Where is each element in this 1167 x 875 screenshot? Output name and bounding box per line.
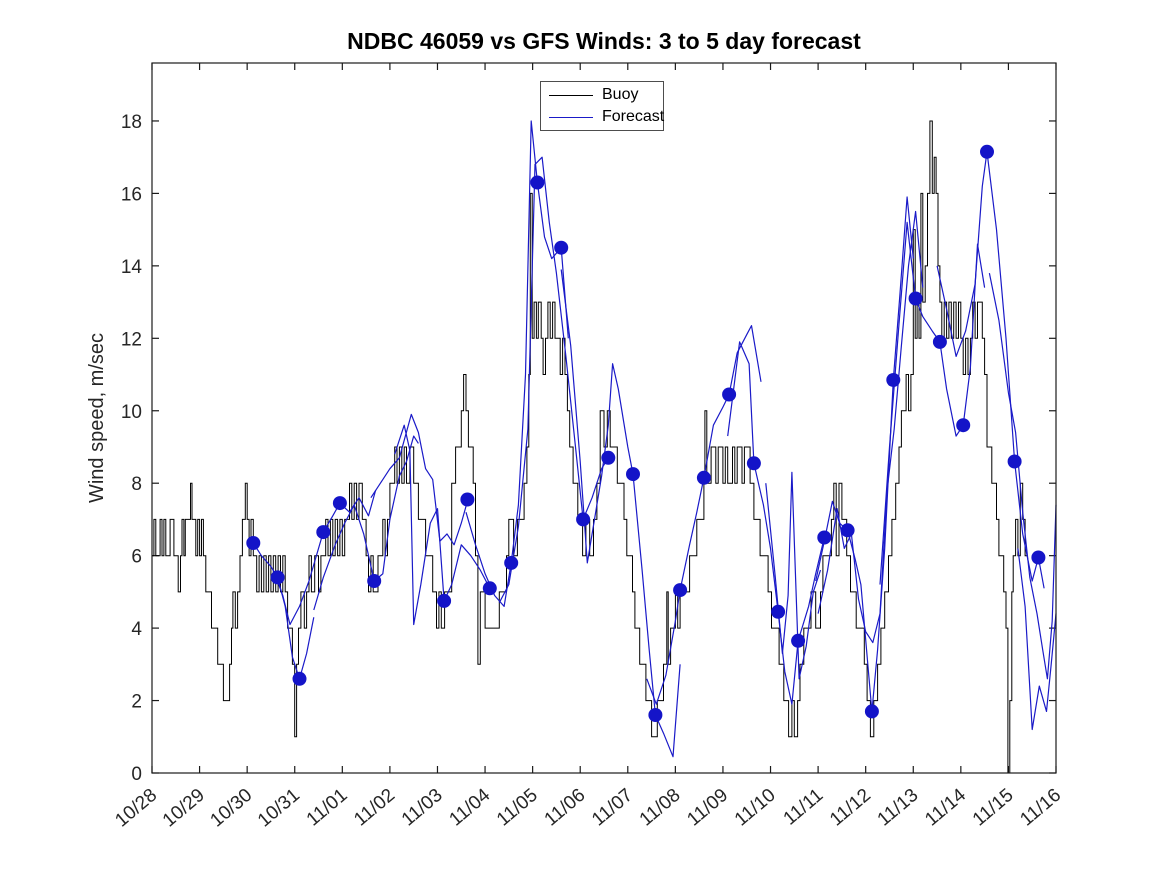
forecast-marker — [771, 604, 786, 619]
forecast-marker — [332, 496, 347, 511]
forecast-marker — [576, 512, 591, 527]
x-tick-label: 11/04 — [445, 784, 494, 830]
x-tick-label: 11/11 — [780, 785, 828, 830]
y-tick-label: 8 — [131, 474, 142, 495]
forecast-marker — [746, 456, 761, 471]
forecast-marker — [270, 570, 285, 585]
x-tick-label: 11/03 — [398, 785, 447, 831]
forecast-marker — [530, 175, 545, 190]
forecast-line — [560, 269, 681, 758]
forecast-marker — [460, 492, 475, 507]
x-tick-label: 11/13 — [874, 785, 923, 831]
forecast-line — [370, 413, 473, 546]
forecast-line — [465, 120, 569, 608]
chart-title: NDBC 46059 vs GFS Winds: 3 to 5 day fore… — [347, 28, 861, 54]
forecast-line — [498, 156, 609, 603]
x-tick-label: 10/28 — [111, 785, 161, 832]
forecast-marker — [1007, 454, 1022, 469]
forecast-marker — [722, 387, 737, 402]
forecast-line — [272, 490, 377, 626]
x-tick-label: 11/05 — [493, 785, 542, 831]
legend-label-buoy: Buoy — [602, 86, 639, 103]
y-tick-label: 0 — [131, 764, 142, 785]
forecast-line — [879, 221, 986, 585]
forecast-marker — [504, 555, 519, 570]
forecast-marker — [980, 144, 994, 159]
x-tick-label: 11/16 — [1016, 785, 1065, 831]
forecast-marker — [292, 671, 307, 686]
forecast-marker — [246, 536, 261, 550]
forecast-marker — [817, 530, 832, 545]
forecast-marker — [956, 418, 971, 433]
legend-box: Buoy Forecast — [540, 81, 664, 131]
legend-item-forecast: Forecast — [541, 108, 665, 126]
y-tick-label: 4 — [131, 619, 142, 640]
forecast-marker — [673, 583, 688, 598]
forecast-marker — [482, 581, 497, 596]
legend-label-forecast: Forecast — [602, 108, 665, 125]
forecast-marker — [367, 574, 382, 588]
buoy-line — [152, 120, 1028, 774]
forecast-line — [394, 424, 491, 626]
x-tick-label: 11/06 — [541, 785, 590, 831]
x-tick-label: 11/10 — [731, 785, 780, 831]
forecast-line — [1017, 548, 1057, 731]
forecast-marker — [886, 373, 901, 387]
y-tick-label: 10 — [121, 402, 142, 423]
forecast-line — [815, 196, 914, 713]
forecast-marker — [908, 291, 923, 306]
x-tick-label: 10/31 — [254, 785, 304, 832]
y-tick-label: 18 — [121, 112, 142, 133]
x-tick-label: 11/07 — [588, 785, 637, 831]
x-tick-label: 10/30 — [206, 785, 256, 832]
x-tick-label: 11/15 — [969, 785, 1018, 831]
forecast-line — [817, 210, 924, 644]
y-tick-label: 14 — [121, 257, 143, 278]
x-tick-label: 11/02 — [350, 785, 399, 831]
buoy-line-sample — [549, 94, 593, 96]
x-tick-label: 10/29 — [159, 785, 209, 832]
forecast-line — [727, 341, 825, 705]
forecast-marker — [840, 523, 855, 538]
forecast-marker — [554, 240, 569, 255]
y-tick-label: 12 — [121, 329, 142, 350]
forecast-marker — [791, 633, 806, 648]
y-tick-label: 16 — [121, 184, 142, 205]
forecast-marker — [601, 450, 616, 465]
legend-item-buoy: Buoy — [541, 86, 663, 104]
axes-box — [151, 62, 1057, 774]
forecast-marker — [1031, 550, 1046, 565]
x-tick-label: 11/12 — [826, 785, 875, 831]
x-tick-label: 11/09 — [683, 785, 732, 831]
x-tick-label: 11/08 — [636, 785, 685, 831]
forecast-line — [936, 151, 1045, 589]
forecast-marker — [437, 593, 452, 608]
forecast-marker — [648, 708, 663, 722]
forecast-marker — [316, 525, 331, 540]
x-tick-label: 11/14 — [921, 784, 970, 830]
y-tick-label: 2 — [131, 692, 142, 713]
y-tick-label: 6 — [131, 547, 142, 568]
forecast-marker — [864, 704, 879, 719]
forecast-line — [765, 471, 822, 680]
forecast-marker — [932, 334, 947, 349]
forecast-marker — [696, 470, 711, 485]
forecast-line-sample — [549, 116, 593, 118]
forecast-line — [988, 272, 1057, 680]
x-tick-label: 11/01 — [303, 785, 352, 831]
forecast-marker — [626, 467, 640, 482]
